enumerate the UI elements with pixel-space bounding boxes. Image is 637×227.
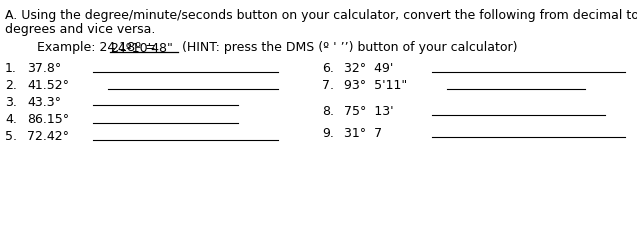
Text: 93°  5'11": 93° 5'11" xyxy=(344,79,407,92)
Text: 75°  13': 75° 13' xyxy=(344,105,394,118)
Text: 37.8°: 37.8° xyxy=(27,62,61,75)
Text: 43.3°: 43.3° xyxy=(27,96,61,109)
Text: 6.: 6. xyxy=(322,62,334,75)
Text: (HINT: press the DMS (º ' ’’) button of your calculator): (HINT: press the DMS (º ' ’’) button of … xyxy=(178,42,517,54)
Text: 4.: 4. xyxy=(5,113,17,126)
Text: 5.: 5. xyxy=(5,130,17,143)
Text: 2.: 2. xyxy=(5,79,17,92)
Text: 86.15°: 86.15° xyxy=(27,113,69,126)
Text: A. Using the degree/minute/seconds button on your calculator, convert the follow: A. Using the degree/minute/seconds butto… xyxy=(5,9,637,22)
Text: 31°  7: 31° 7 xyxy=(344,127,382,140)
Text: degrees and vice versa.: degrees and vice versa. xyxy=(5,23,155,36)
Text: 3.: 3. xyxy=(5,96,17,109)
Text: 1.: 1. xyxy=(5,62,17,75)
Text: 32°  49': 32° 49' xyxy=(344,62,394,75)
Text: Example: 24.18º =: Example: 24.18º = xyxy=(5,42,160,54)
Text: 72.42°: 72.42° xyxy=(27,130,69,143)
Text: 24º10'48": 24º10'48" xyxy=(110,42,173,54)
Text: 7.: 7. xyxy=(322,79,334,92)
Text: 9.: 9. xyxy=(322,127,334,140)
Text: 8.: 8. xyxy=(322,105,334,118)
Text: 41.52°: 41.52° xyxy=(27,79,69,92)
